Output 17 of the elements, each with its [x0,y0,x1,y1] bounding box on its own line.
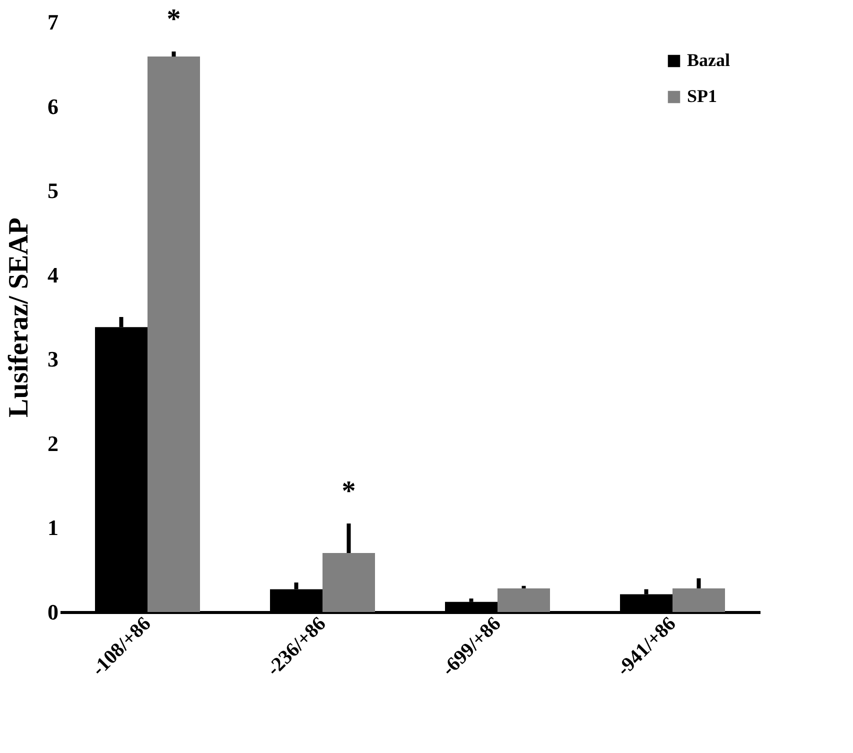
y-axis-title: Lusiferaz/ SEAP [4,218,34,418]
y-tick-label: 0 [48,600,58,624]
y-tick-label: 4 [48,262,58,288]
annotation: * [342,476,356,507]
bar [322,553,375,612]
legend-label: Bazal [687,50,730,70]
y-tick-label: 3 [48,346,58,372]
y-tick-label: 5 [48,178,58,204]
annotation: * [166,4,181,35]
y-tick-label: 6 [48,94,58,119]
y-tick-label: 7 [48,10,58,34]
legend-label: SP1 [687,86,718,106]
bar [498,588,550,612]
bar [148,56,200,612]
bar [672,588,725,612]
y-tick-label: 2 [48,430,58,456]
y-tick-label: 1 [48,515,58,540]
